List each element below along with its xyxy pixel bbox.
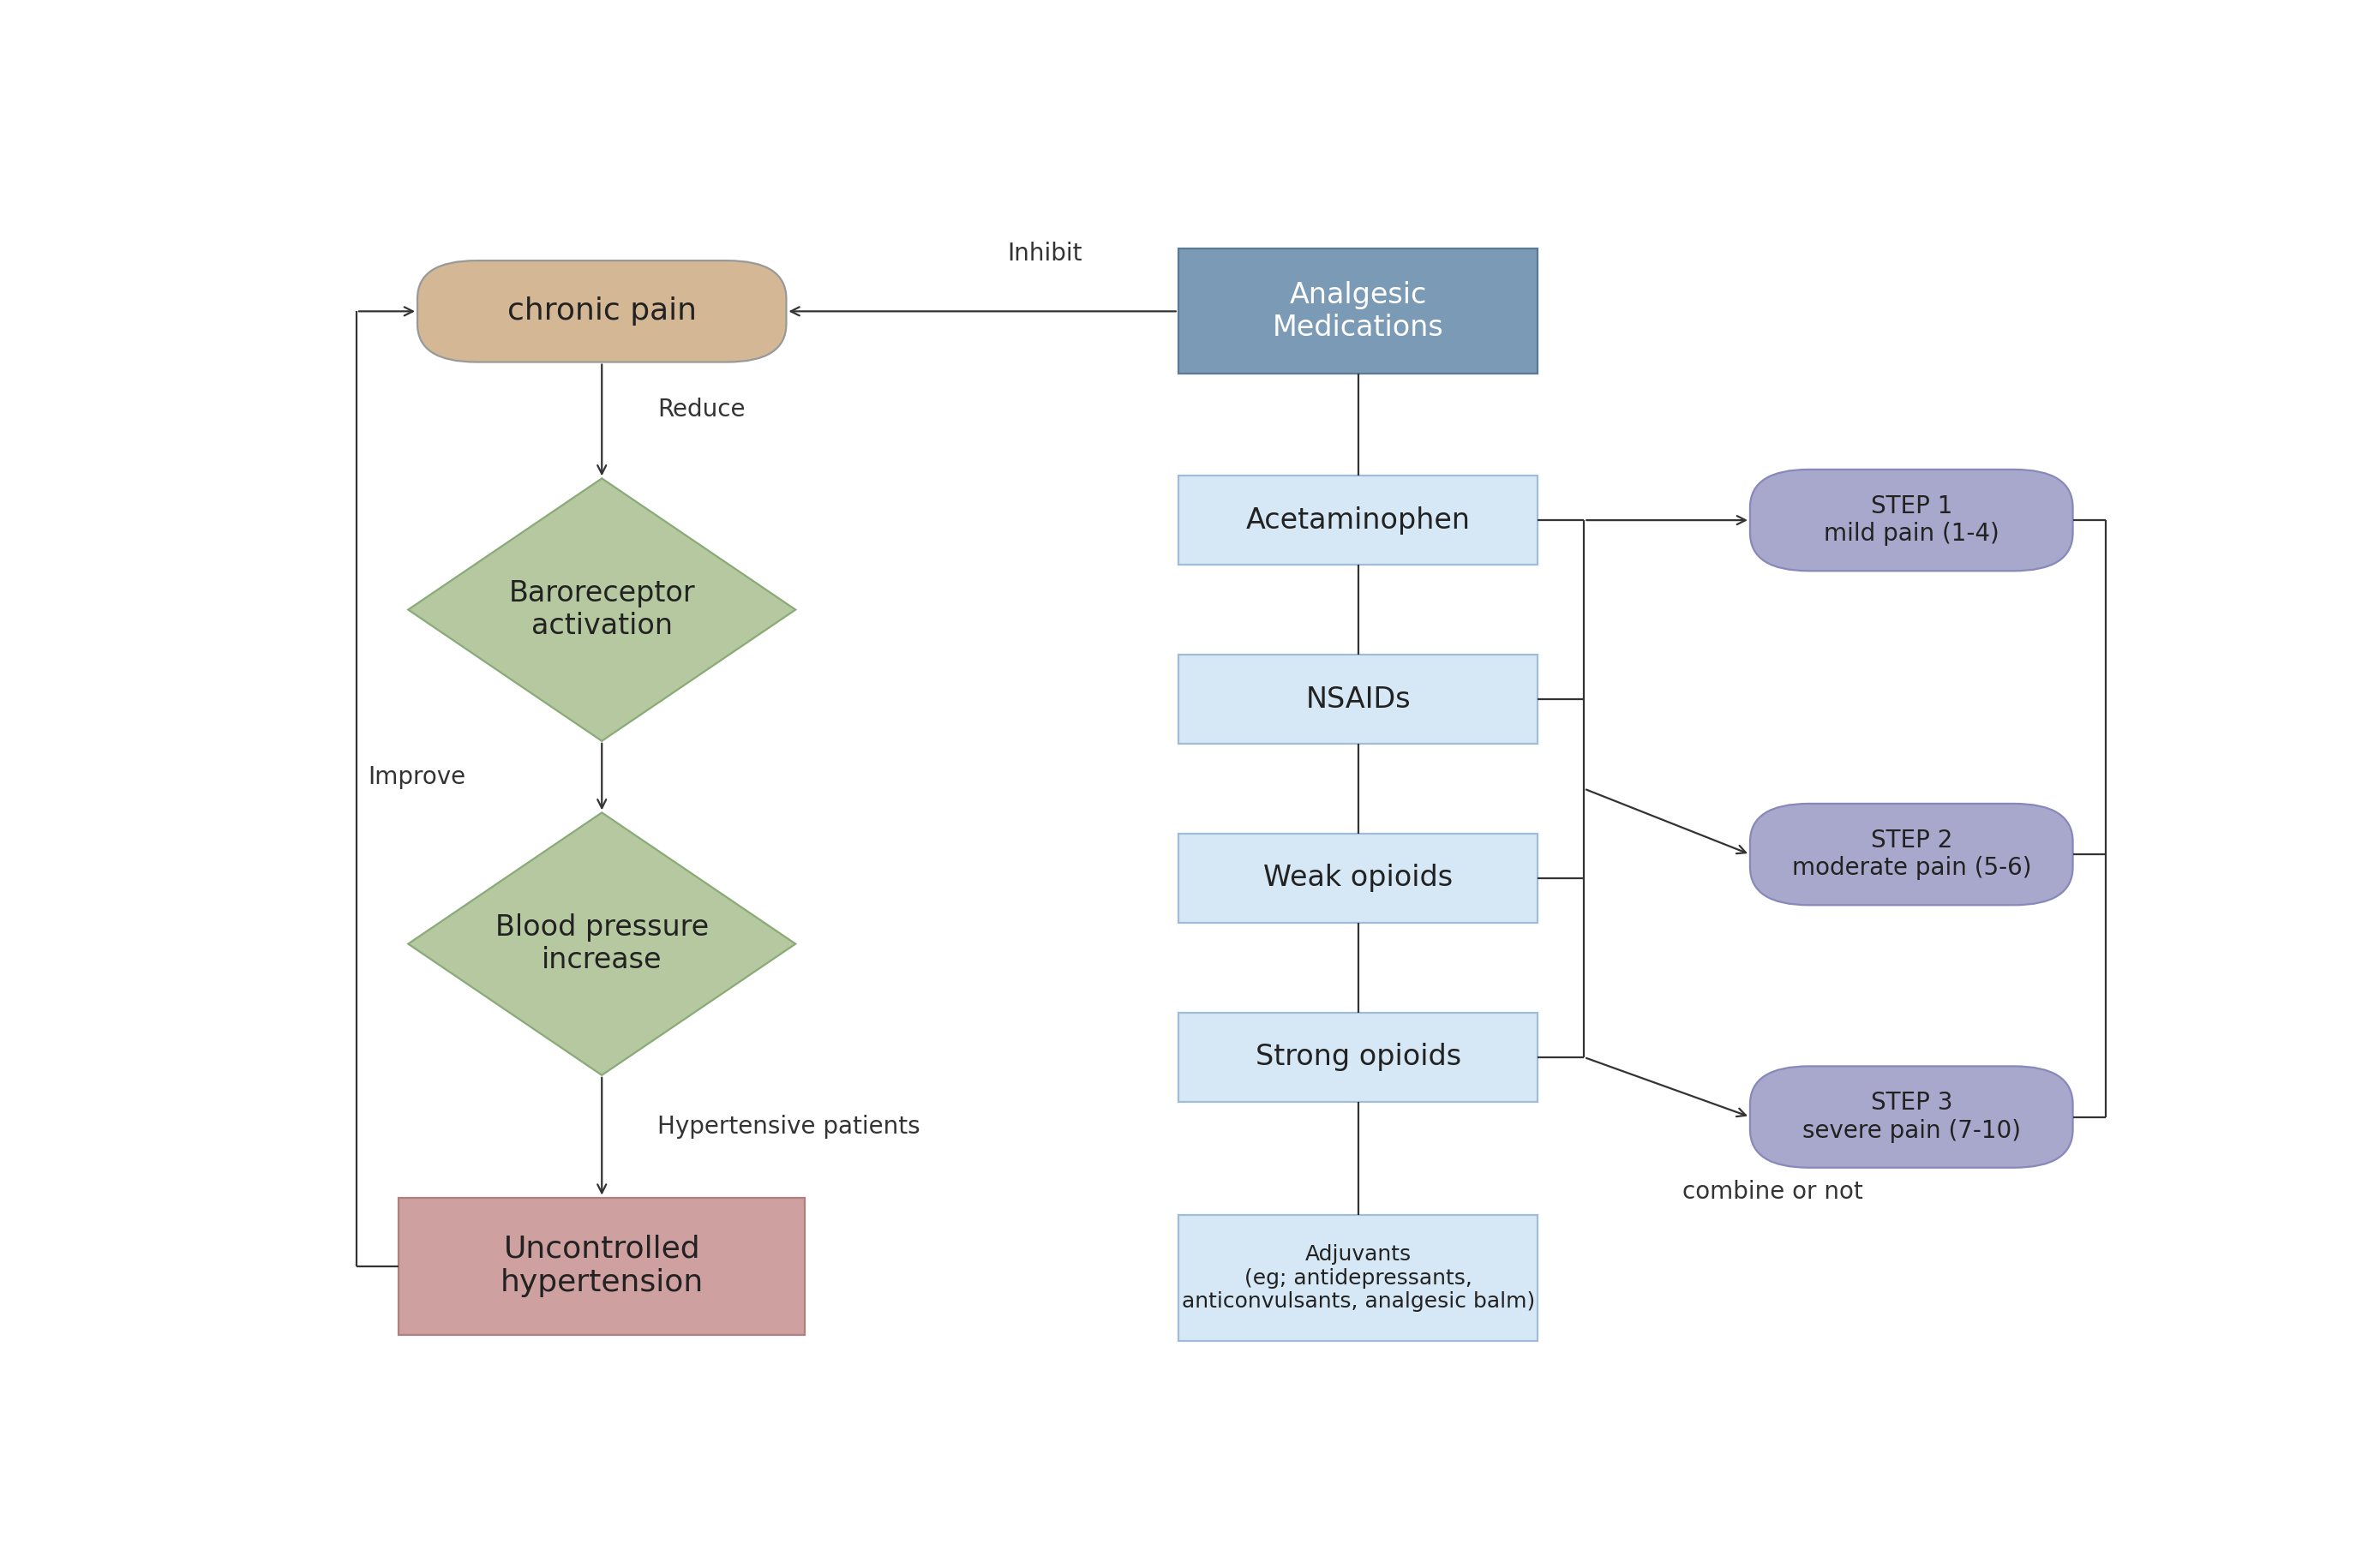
Text: Reduce: Reduce bbox=[657, 397, 745, 422]
Text: chronic pain: chronic pain bbox=[507, 296, 697, 326]
FancyBboxPatch shape bbox=[1178, 1012, 1537, 1102]
Text: STEP 3
severe pain (7-10): STEP 3 severe pain (7-10) bbox=[1802, 1091, 2021, 1142]
FancyBboxPatch shape bbox=[1178, 1215, 1537, 1341]
FancyBboxPatch shape bbox=[1178, 834, 1537, 922]
Text: NSAIDs: NSAIDs bbox=[1307, 685, 1411, 713]
Polygon shape bbox=[409, 479, 795, 741]
Text: Blood pressure
increase: Blood pressure increase bbox=[495, 913, 709, 975]
FancyBboxPatch shape bbox=[400, 1198, 804, 1335]
FancyBboxPatch shape bbox=[416, 260, 785, 363]
Text: Adjuvants
(eg; antidepressants,
anticonvulsants, analgesic balm): Adjuvants (eg; antidepressants, anticonv… bbox=[1180, 1245, 1535, 1313]
Text: Inhibit: Inhibit bbox=[1007, 242, 1083, 267]
Text: Strong opioids: Strong opioids bbox=[1254, 1043, 1461, 1071]
FancyBboxPatch shape bbox=[1749, 1066, 2073, 1167]
Text: Acetaminophen: Acetaminophen bbox=[1245, 505, 1471, 535]
FancyBboxPatch shape bbox=[1178, 476, 1537, 564]
Text: STEP 1
mild pain (1-4): STEP 1 mild pain (1-4) bbox=[1823, 494, 1999, 546]
Text: Analgesic
Medications: Analgesic Medications bbox=[1273, 281, 1445, 343]
FancyBboxPatch shape bbox=[1178, 248, 1537, 374]
Text: STEP 2
moderate pain (5-6): STEP 2 moderate pain (5-6) bbox=[1792, 829, 2030, 880]
FancyBboxPatch shape bbox=[1749, 470, 2073, 570]
FancyBboxPatch shape bbox=[1178, 654, 1537, 744]
Text: Uncontrolled
hypertension: Uncontrolled hypertension bbox=[500, 1235, 704, 1297]
Text: Weak opioids: Weak opioids bbox=[1264, 863, 1452, 893]
Text: Hypertensive patients: Hypertensive patients bbox=[657, 1114, 921, 1138]
Text: combine or not: combine or not bbox=[1683, 1180, 1864, 1204]
Text: Baroreceptor
activation: Baroreceptor activation bbox=[509, 580, 695, 640]
Polygon shape bbox=[409, 812, 795, 1076]
Text: Improve: Improve bbox=[367, 764, 466, 789]
FancyBboxPatch shape bbox=[1749, 803, 2073, 905]
